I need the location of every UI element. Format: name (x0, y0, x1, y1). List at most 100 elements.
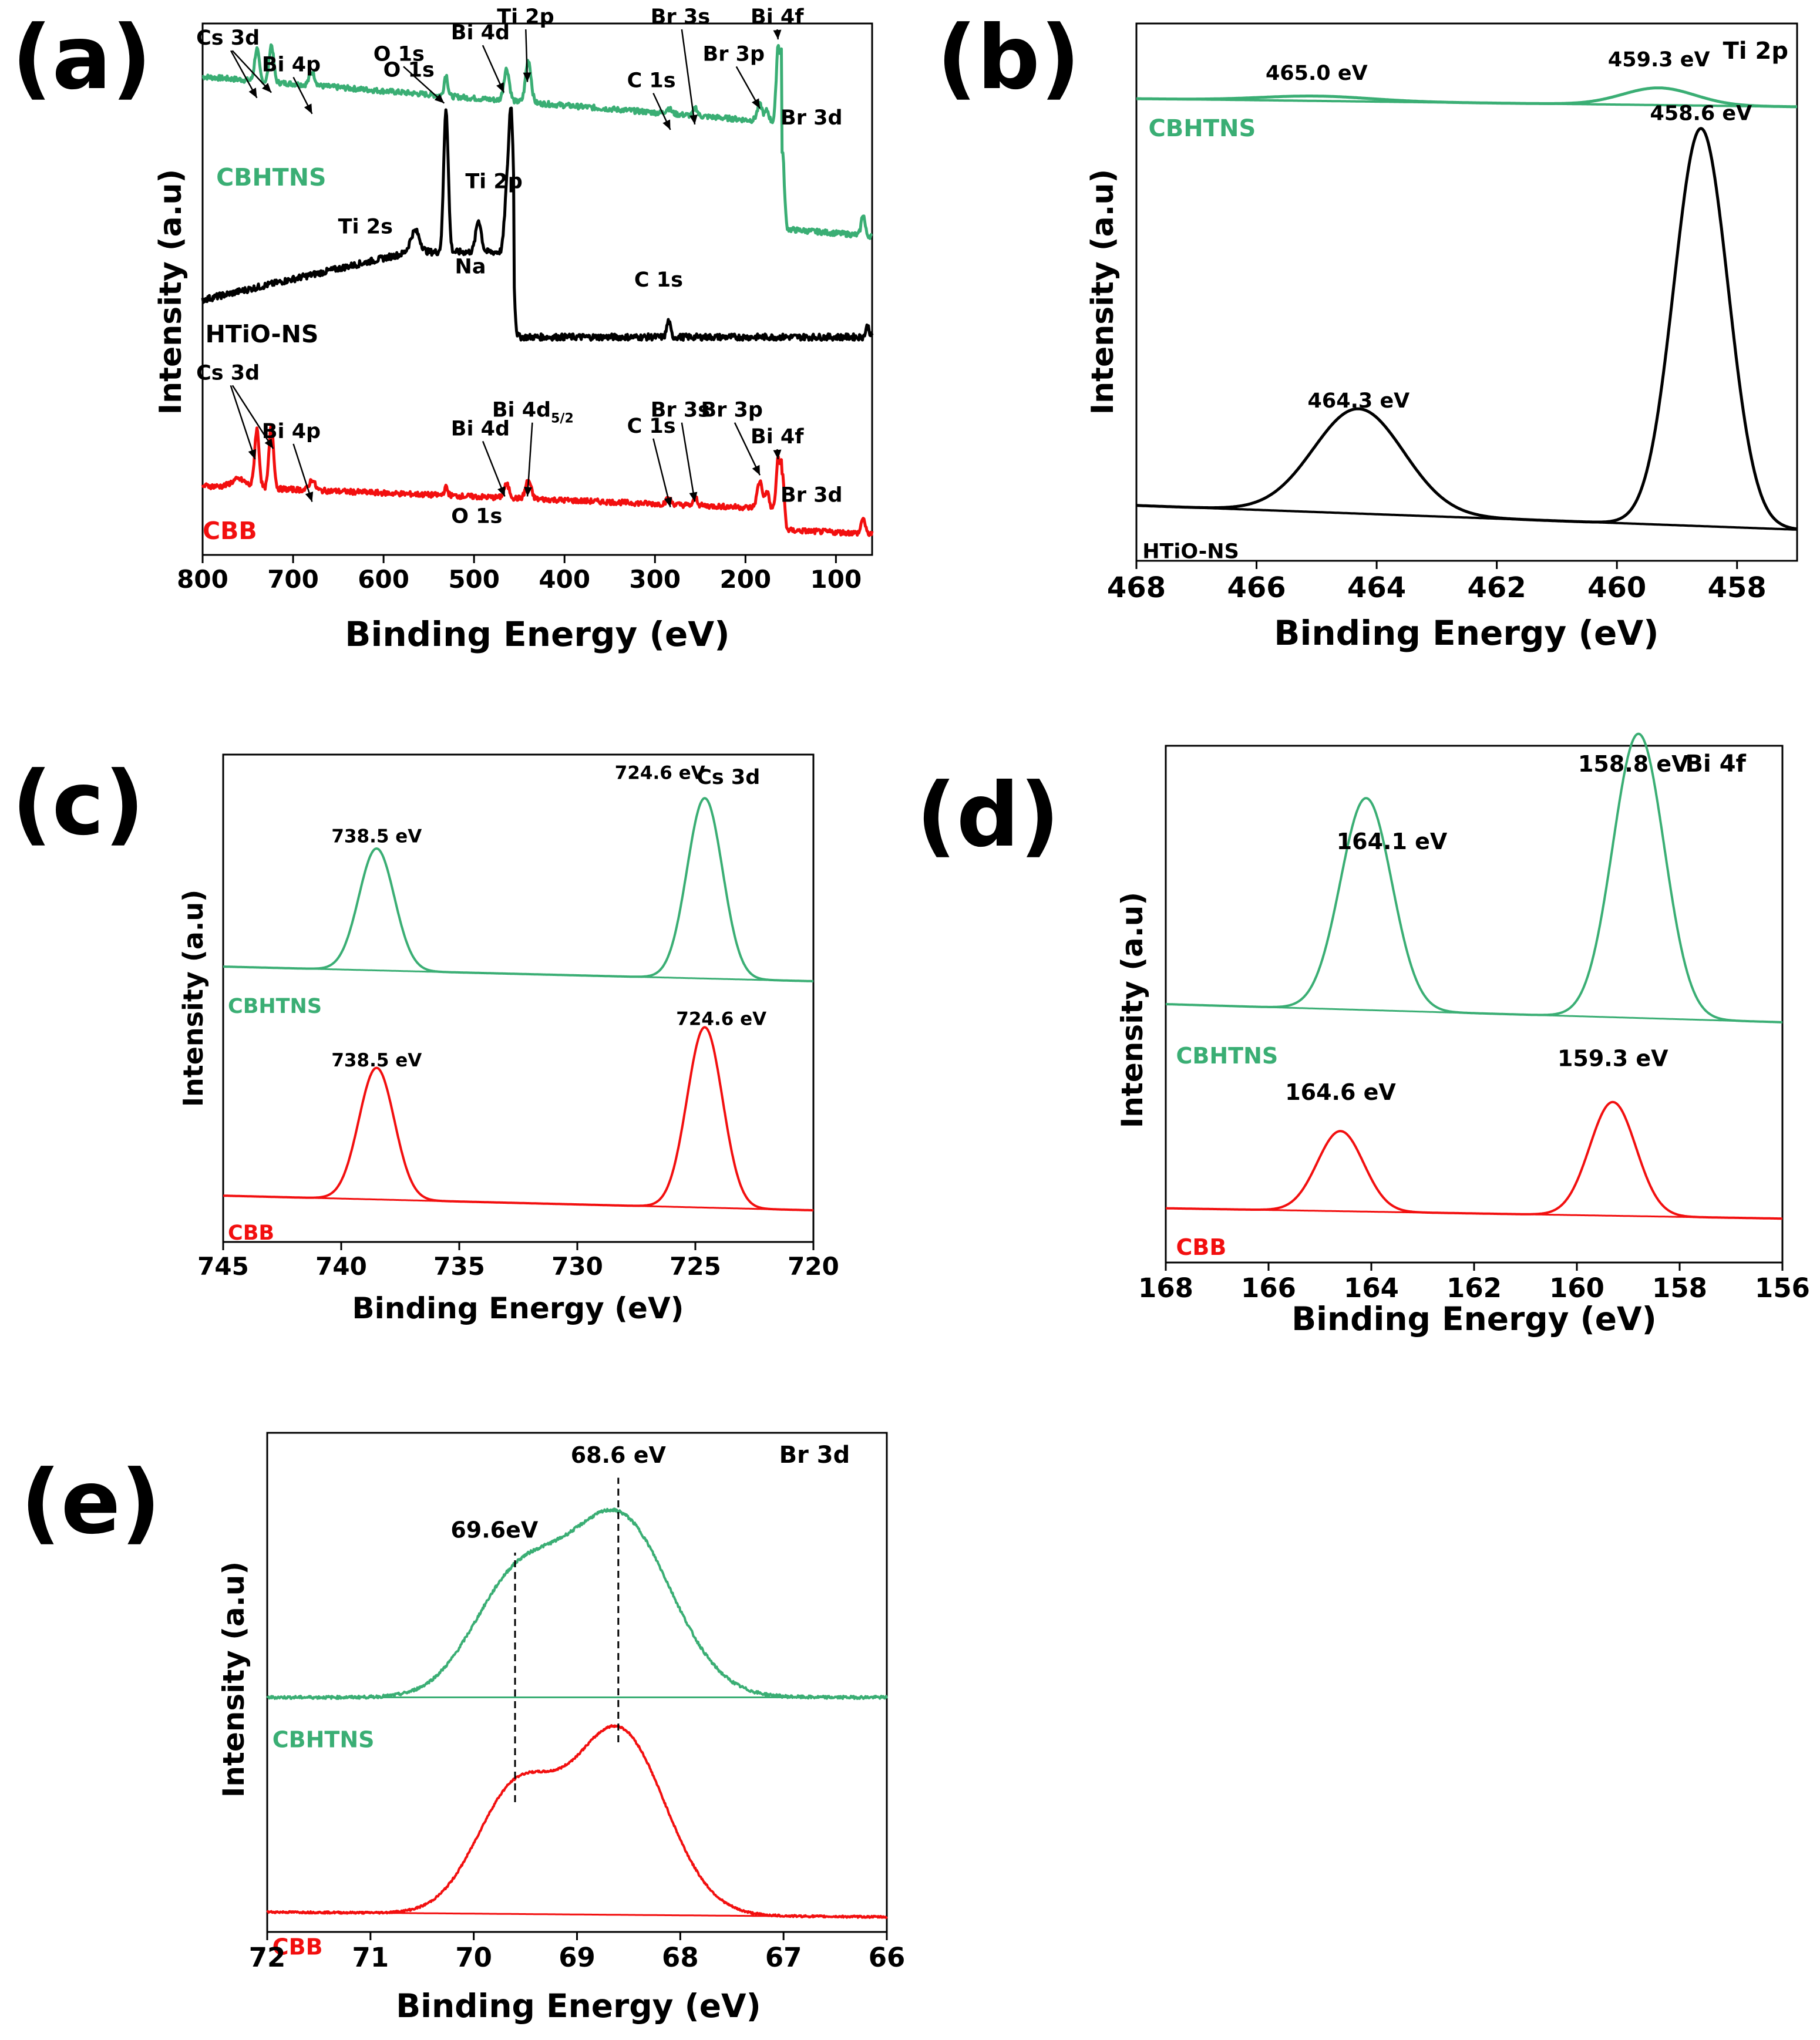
peak-arrow-label: Bi 4p (262, 53, 321, 76)
peak-arrow-label: Bi 4f (751, 425, 804, 449)
peak-arrow-label: Bi 4d (451, 417, 510, 440)
peak-label: Na (455, 255, 486, 278)
panel-d-annotations: CBHTNS CBB Bi 4f 164.1 eV 158.8 eV 164.6 eV 15… (1176, 750, 1747, 1260)
peak-label: C 1s (634, 268, 683, 292)
series-line-cbb (223, 1026, 814, 1211)
peak-arrow-head (752, 98, 760, 109)
x-tick-label: 460 (1587, 571, 1646, 604)
series-line-cbb (1165, 1100, 1783, 1220)
panel-e-plot-frame (266, 1432, 888, 1933)
series-line-cbhtns (266, 1507, 888, 1700)
peak-arrow-label: Bi 4p (262, 420, 321, 443)
panel-b-chart: (b) CBHTNS HTiO-NS 465.0 eV 459.3 eV 458.6 e… (937, 7, 1798, 653)
peak-arrow-label-text: Bi 4d (492, 399, 551, 422)
x-tick-label: 300 (629, 565, 681, 594)
peak-arrow-label-text: Ti 2p (497, 5, 554, 29)
panel-e-series-group (266, 1507, 888, 1920)
x-tick-label: 400 (539, 565, 590, 594)
peak-arrow-label-text: Br 3d (781, 106, 843, 130)
peak-arrow-line (230, 385, 256, 460)
series-label: CBHTNS (273, 1727, 375, 1753)
series-label: CBB (1176, 1234, 1227, 1260)
peak-arrow-line (292, 443, 313, 502)
panel-b-x-ticks: 468 466 464 462 460 458 (1107, 561, 1767, 604)
series-line-htio-ns (201, 106, 874, 342)
peak-arrow-line (734, 422, 761, 476)
panel-a-annotations: CBHTNS HTiO-NS CBB O 1s Ti 2s Na Ti 2p C 1s O 1s… (196, 5, 842, 545)
peak-arrow-line (231, 50, 272, 93)
x-tick-label: 158 (1652, 1273, 1707, 1304)
peak-label: 164.6 eV (1285, 1079, 1396, 1105)
x-tick-label: 800 (177, 565, 228, 594)
x-tick-label: 730 (551, 1252, 603, 1281)
x-tick-label: 156 (1755, 1273, 1810, 1304)
peak-arrow-label-text: Bi 4f (751, 425, 804, 449)
peak-arrow-label-text: Br 3s (651, 399, 710, 422)
panel-d-x-axis-title: Binding Energy (eV) (1291, 1300, 1657, 1338)
panel-e-letter: (e) (21, 1452, 161, 1554)
series-line-cbhtns (1165, 732, 1783, 1024)
x-tick-label: 71 (352, 1942, 389, 1973)
x-tick-label: 100 (810, 565, 862, 594)
peak-arrow-label-text: Cs 3d (196, 361, 260, 385)
panel-b-title: Ti 2p (1723, 38, 1788, 65)
peak-arrow-head (262, 83, 272, 93)
x-tick-label: 68 (662, 1942, 699, 1973)
peak-arrow-label-text: Br 3d (781, 484, 843, 507)
panel-c-chart: (c) CBHTNS CBB Cs 3d 738.5 eV 724.6 eV 738.5 … (12, 753, 839, 1325)
series-label: CBHTNS (1176, 1043, 1279, 1069)
panel-c-annotations: CBHTNS CBB Cs 3d 738.5 eV 724.6 eV 738.5 eV 72… (228, 763, 766, 1245)
peak-arrow-line (482, 440, 506, 497)
peak-arrow-label-text: Bi 4d (451, 417, 510, 440)
panel-d-x-ticks: 168 166 164 162 160 158 156 (1138, 1263, 1810, 1304)
peak-arrow-head (662, 119, 671, 130)
peak-arrow-label: C 1s (627, 69, 676, 93)
x-tick-label: 70 (455, 1942, 492, 1973)
peak-label: O 1s (383, 59, 435, 82)
x-tick-label: 740 (315, 1252, 367, 1281)
x-tick-label: 67 (765, 1942, 802, 1973)
peak-arrow-label: Bi 4d (451, 21, 510, 45)
panel-a-series-group (201, 43, 874, 537)
peak-arrow-head (305, 492, 314, 502)
peak-arrow-label: Bi 4d5/2 (492, 399, 574, 426)
panel-b-letter: (b) (937, 7, 1080, 109)
peak-label: 738.5 eV (331, 1050, 422, 1071)
series-label: HTiO-NS (1142, 540, 1239, 563)
peak-arrow-label: O 1s (374, 42, 425, 66)
peak-arrow-head (689, 115, 698, 124)
panel-d-plot-frame (1165, 745, 1784, 1264)
peak-arrow-label-text: Bi 4d (451, 21, 510, 45)
peak-arrow-head (434, 93, 445, 103)
x-tick-label: 162 (1446, 1273, 1502, 1304)
peak-arrow-label-text: O 1s (374, 42, 425, 66)
panel-b-annotations: CBHTNS HTiO-NS 465.0 eV 459.3 eV 458.6 eV 464… (1142, 48, 1752, 563)
panel-a-chart: (a) CBHTNS HTiO-NS CBB O 1s Ti 2s Na Ti 2p C 1s… (12, 5, 874, 654)
peak-label: Cs 3d (697, 766, 760, 789)
series-label: CBB (203, 517, 257, 545)
peak-arrow-label-text: Bi 4p (262, 53, 321, 76)
peak-arrow-label-text: Br 3s (651, 5, 710, 29)
peak-arrow-head (523, 72, 531, 82)
peak-label: 68.6 eV (571, 1442, 667, 1468)
x-tick-label: 464 (1347, 571, 1406, 604)
peak-arrow-label: Cs 3d (196, 26, 260, 50)
peak-arrow-head (773, 449, 782, 460)
peak-arrow-label: Br 3d (781, 106, 843, 130)
series-line-cbhtns (1135, 86, 1798, 109)
series-line-cbhtns (223, 797, 814, 982)
series-label: CBHTNS (216, 163, 326, 191)
peak-arrow-head (497, 486, 506, 497)
x-tick-label: 166 (1241, 1273, 1296, 1304)
series-line-cbb (266, 1724, 888, 1920)
series-baseline-htio-ns (1136, 504, 1797, 531)
x-tick-label: 200 (719, 565, 771, 594)
peak-arrow-label: Br 3p (703, 42, 765, 66)
peak-arrow-label-text: Bi 4p (262, 420, 321, 443)
peak-label: 724.6 eV (676, 1009, 766, 1030)
peak-label: 69.6eV (450, 1517, 539, 1543)
panel-e-y-axis-title: Intensity (a.u) (217, 1561, 251, 1797)
series-line-htio-ns (1135, 127, 1798, 531)
peak-label: 164.1 eV (1337, 829, 1448, 854)
